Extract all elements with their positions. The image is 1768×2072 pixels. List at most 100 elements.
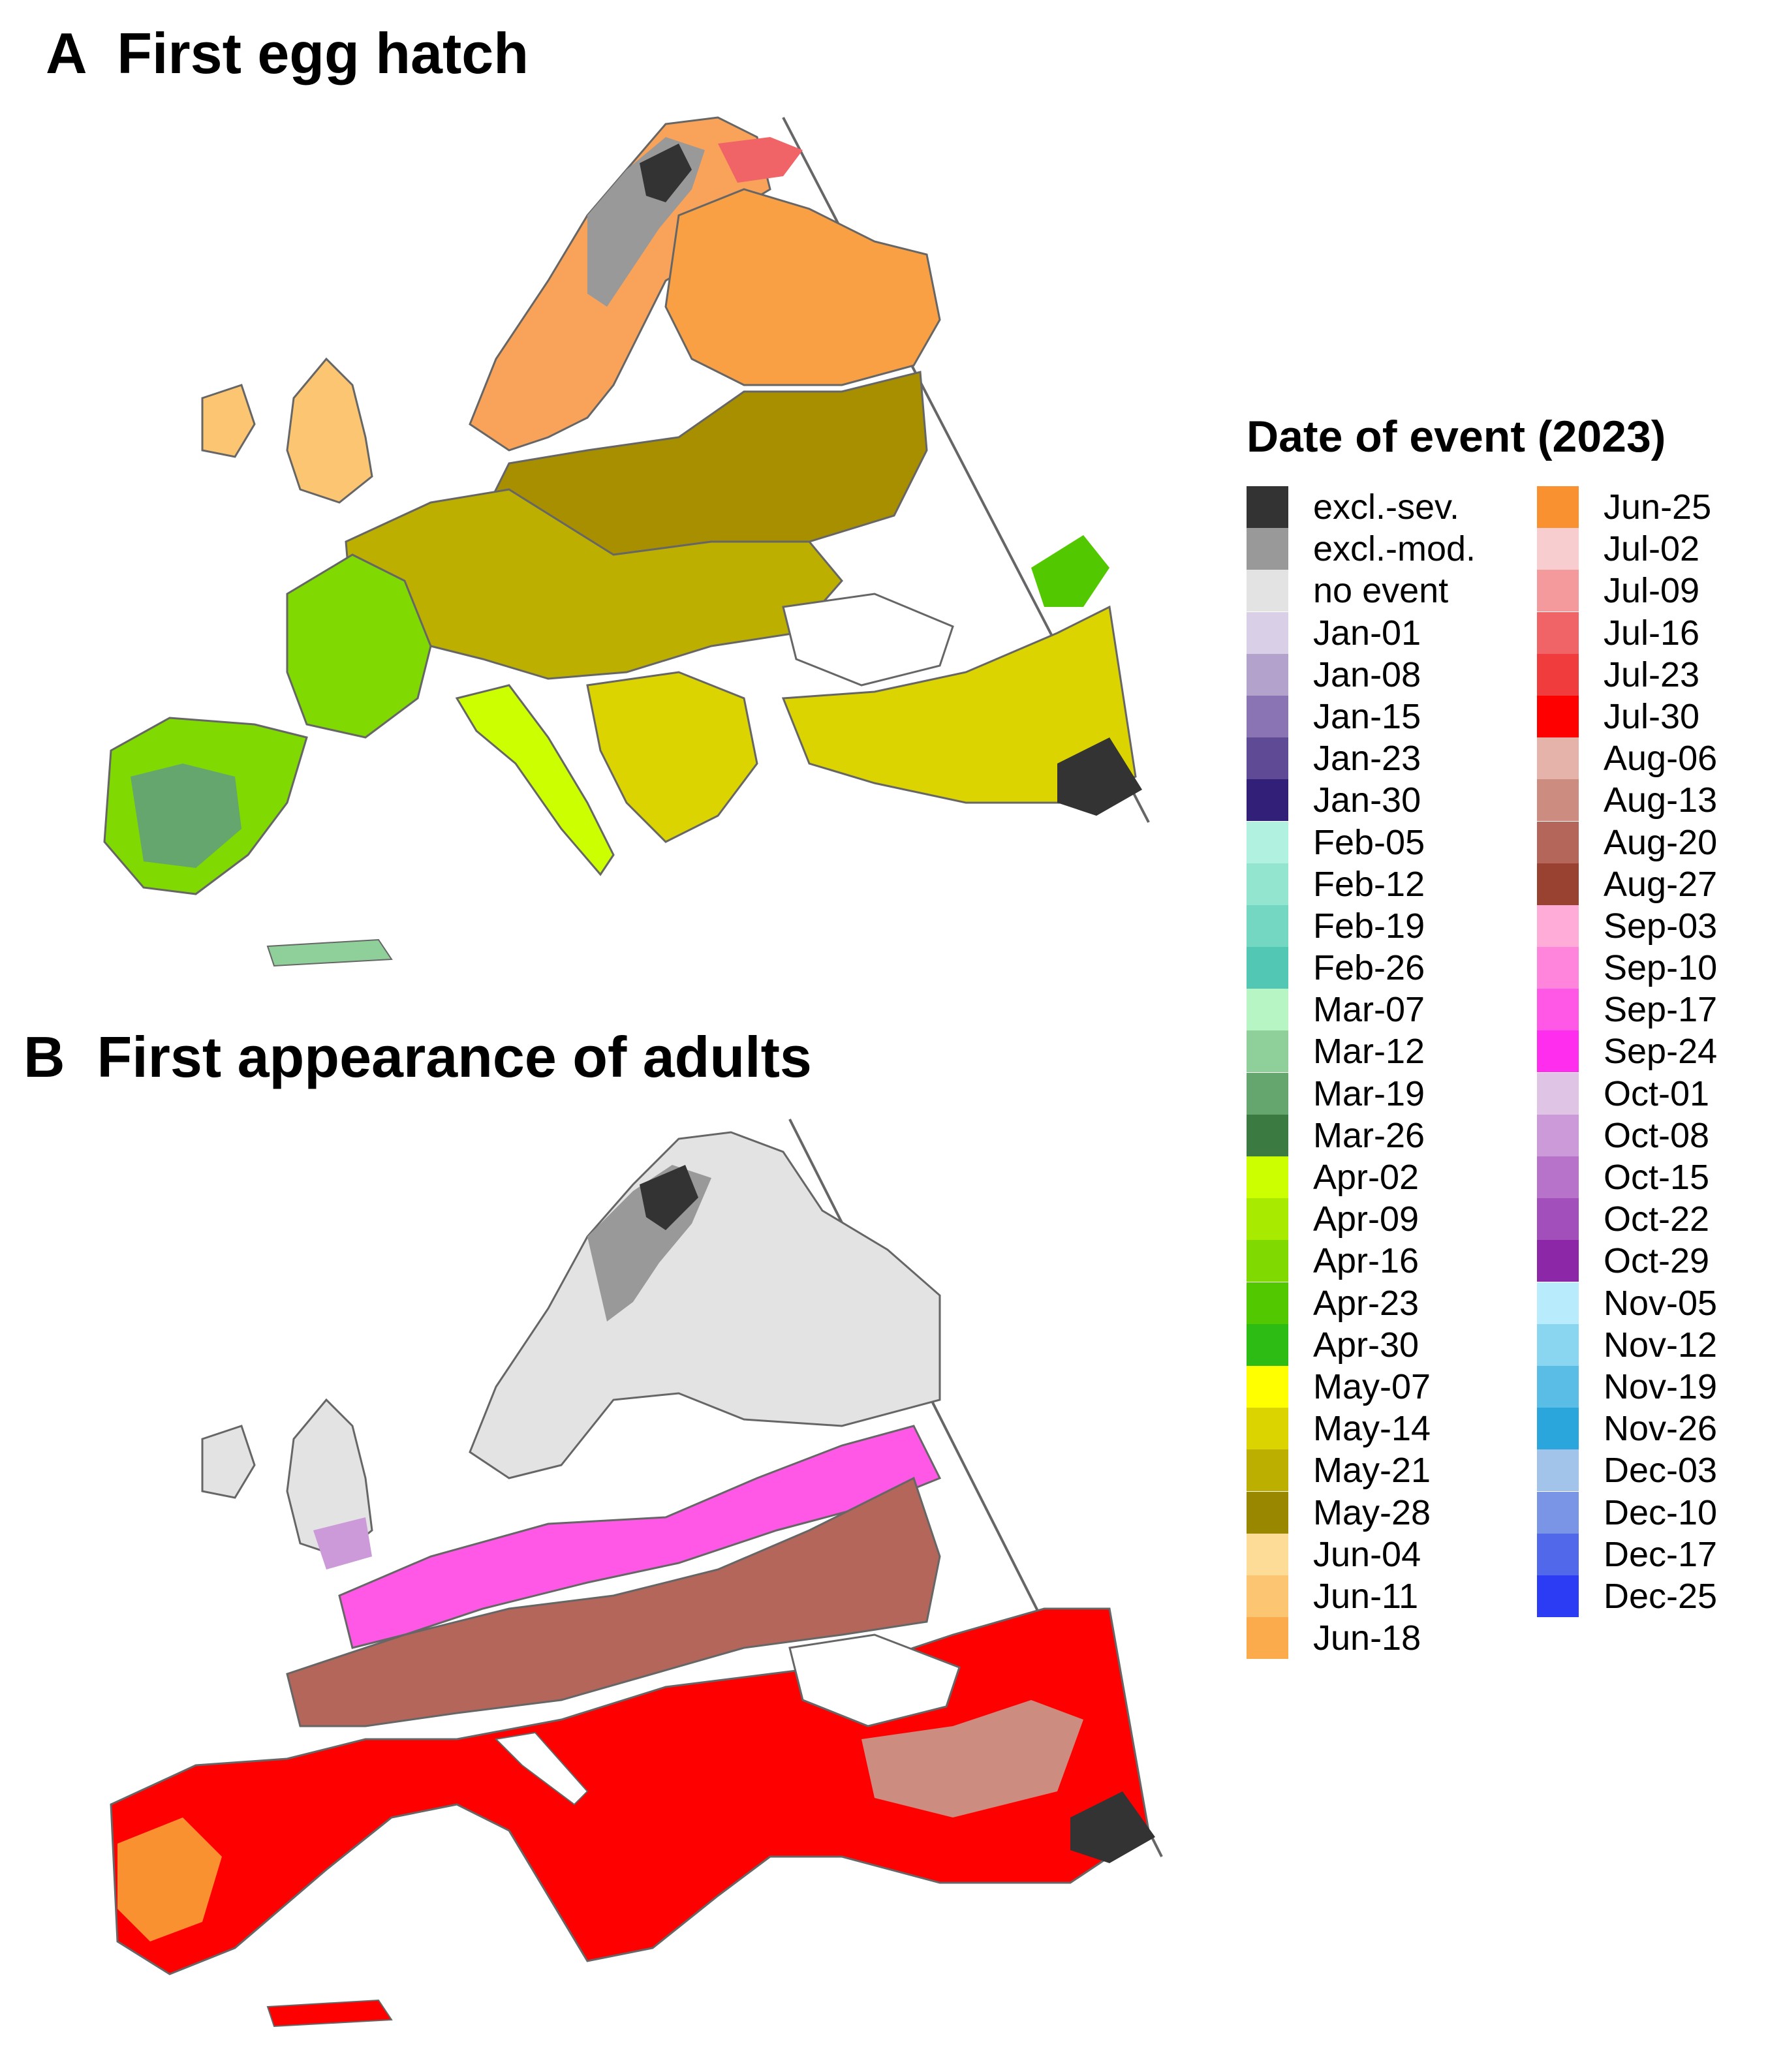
- legend-label: May-28: [1313, 1492, 1431, 1532]
- legend-label: May-07: [1313, 1367, 1431, 1406]
- legend-label: excl.-mod.: [1313, 529, 1476, 569]
- legend-swatch: [1247, 821, 1288, 863]
- legend-swatch: [1537, 1365, 1579, 1408]
- legend-swatch: [1247, 1617, 1288, 1660]
- panel-a-title: A First egg hatch: [46, 25, 529, 82]
- legend-label: Aug-13: [1604, 781, 1718, 820]
- map-a-arctic-coast: [718, 137, 803, 183]
- legend-label: Jun-11: [1313, 1576, 1419, 1616]
- map-a-caucasus-green: [1031, 535, 1109, 607]
- legend-swatch: [1537, 1282, 1579, 1324]
- map-first-egg-hatch: [103, 116, 1150, 967]
- legend-label: Feb-12: [1313, 864, 1425, 904]
- legend-label: Jun-04: [1313, 1534, 1421, 1574]
- legend-label: Mar-07: [1313, 990, 1425, 1030]
- legend-label: Jul-16: [1604, 613, 1700, 653]
- map-a-turkey: [781, 605, 1137, 804]
- map-b-iberia-orange: [117, 1817, 222, 1941]
- legend-label: Feb-19: [1313, 906, 1425, 946]
- legend-swatch: [1247, 989, 1288, 1031]
- legend-label: Feb-05: [1313, 822, 1425, 862]
- legend-label: Jun-18: [1313, 1618, 1421, 1658]
- legend-label: Jul-09: [1604, 571, 1700, 611]
- legend-label: Jul-23: [1604, 655, 1700, 694]
- legend-swatch: [1247, 1198, 1288, 1241]
- legend-swatch: [1537, 486, 1579, 528]
- legend-swatch: [1537, 653, 1579, 696]
- legend-label: Dec-25: [1604, 1576, 1718, 1616]
- map-b-brown-central: [286, 1476, 941, 1727]
- legend-label: Sep-24: [1604, 1032, 1718, 1072]
- map-a-balkans: [586, 671, 758, 843]
- legend-swatch: [1247, 570, 1288, 612]
- legend-label: Aug-06: [1604, 739, 1718, 779]
- legend-swatch: [1537, 989, 1579, 1031]
- legend-swatch: [1247, 1449, 1288, 1492]
- legend-swatch: [1537, 1408, 1579, 1450]
- legend-swatch: [1247, 1575, 1288, 1617]
- legend-label: Sep-03: [1604, 906, 1718, 946]
- map-b-turkey-brown: [861, 1700, 1083, 1817]
- legend-label: Jan-15: [1313, 696, 1421, 736]
- legend-swatch: [1247, 1323, 1288, 1366]
- legend-swatch: [1247, 947, 1288, 989]
- legend-swatch: [1537, 1323, 1579, 1366]
- panel-a-title-text: First egg hatch: [117, 21, 529, 85]
- legend-swatch: [1537, 1491, 1579, 1534]
- legend-label: Nov-26: [1604, 1409, 1718, 1449]
- legend-label: Mar-12: [1313, 1032, 1425, 1072]
- panel-b-title: B First appearance of adults: [23, 1028, 812, 1086]
- legend-title: Date of event (2023): [1247, 412, 1666, 461]
- legend-label: Aug-27: [1604, 864, 1718, 904]
- legend-label: Jan-08: [1313, 655, 1421, 694]
- map-a-finland-russia: [664, 188, 941, 386]
- legend-label: Jan-01: [1313, 613, 1421, 653]
- legend-swatch: [1537, 1030, 1579, 1073]
- map-b-mountains-dark: [640, 1165, 698, 1230]
- legend-swatch: [1247, 1156, 1288, 1198]
- legend-swatch: [1247, 1030, 1288, 1073]
- map-a-mountains-dark: [640, 144, 692, 202]
- legend-swatch: [1247, 905, 1288, 947]
- map-b-britain: [286, 1398, 373, 1558]
- legend-label: Jan-30: [1313, 781, 1421, 820]
- legend-label: Jul-30: [1604, 696, 1700, 736]
- legend-label: May-14: [1313, 1409, 1431, 1449]
- legend-swatch: [1537, 695, 1579, 737]
- legend-swatch: [1537, 821, 1579, 863]
- legend-swatch: [1247, 1491, 1288, 1534]
- legend-label: Dec-03: [1604, 1451, 1718, 1491]
- legend-swatch: [1247, 1533, 1288, 1575]
- legend-label: Oct-01: [1604, 1074, 1710, 1113]
- map-a-italy: [455, 684, 615, 876]
- legend-label: Dec-10: [1604, 1492, 1718, 1532]
- map-a-black-sea: [782, 593, 954, 687]
- legend-label: Nov-12: [1604, 1325, 1718, 1365]
- map-b-britain-south: [313, 1517, 372, 1569]
- map-b-ireland: [201, 1425, 256, 1499]
- legend-label: Jan-23: [1313, 739, 1421, 779]
- legend-label: Feb-26: [1313, 948, 1425, 988]
- legend-swatch: [1537, 863, 1579, 905]
- map-a-se-excluded: [1057, 737, 1142, 816]
- legend-label: Oct-22: [1604, 1199, 1710, 1239]
- legend-label: Sep-10: [1604, 948, 1718, 988]
- legend-swatch: [1537, 947, 1579, 989]
- legend-swatch: [1247, 695, 1288, 737]
- legend-label: Oct-08: [1604, 1115, 1710, 1155]
- map-first-appearance-adults: [110, 1119, 1163, 2028]
- legend-swatch: [1247, 611, 1288, 654]
- legend-swatch: [1247, 779, 1288, 822]
- legend-label: Aug-20: [1604, 822, 1718, 862]
- legend-label: Oct-15: [1604, 1158, 1710, 1197]
- legend-label: Oct-29: [1604, 1241, 1710, 1281]
- legend-swatch: [1247, 737, 1288, 780]
- legend: Date of event (2023) excl.-sev. excl.-mod…: [1247, 411, 1762, 1677]
- legend-label: Mar-26: [1313, 1115, 1425, 1155]
- legend-swatch: [1247, 1408, 1288, 1450]
- map-b-se-excluded: [1070, 1791, 1155, 1863]
- map-b-adriatic: [494, 1731, 589, 1806]
- legend-label: Apr-16: [1313, 1241, 1419, 1281]
- legend-swatch: [1537, 570, 1579, 612]
- legend-swatch: [1537, 905, 1579, 947]
